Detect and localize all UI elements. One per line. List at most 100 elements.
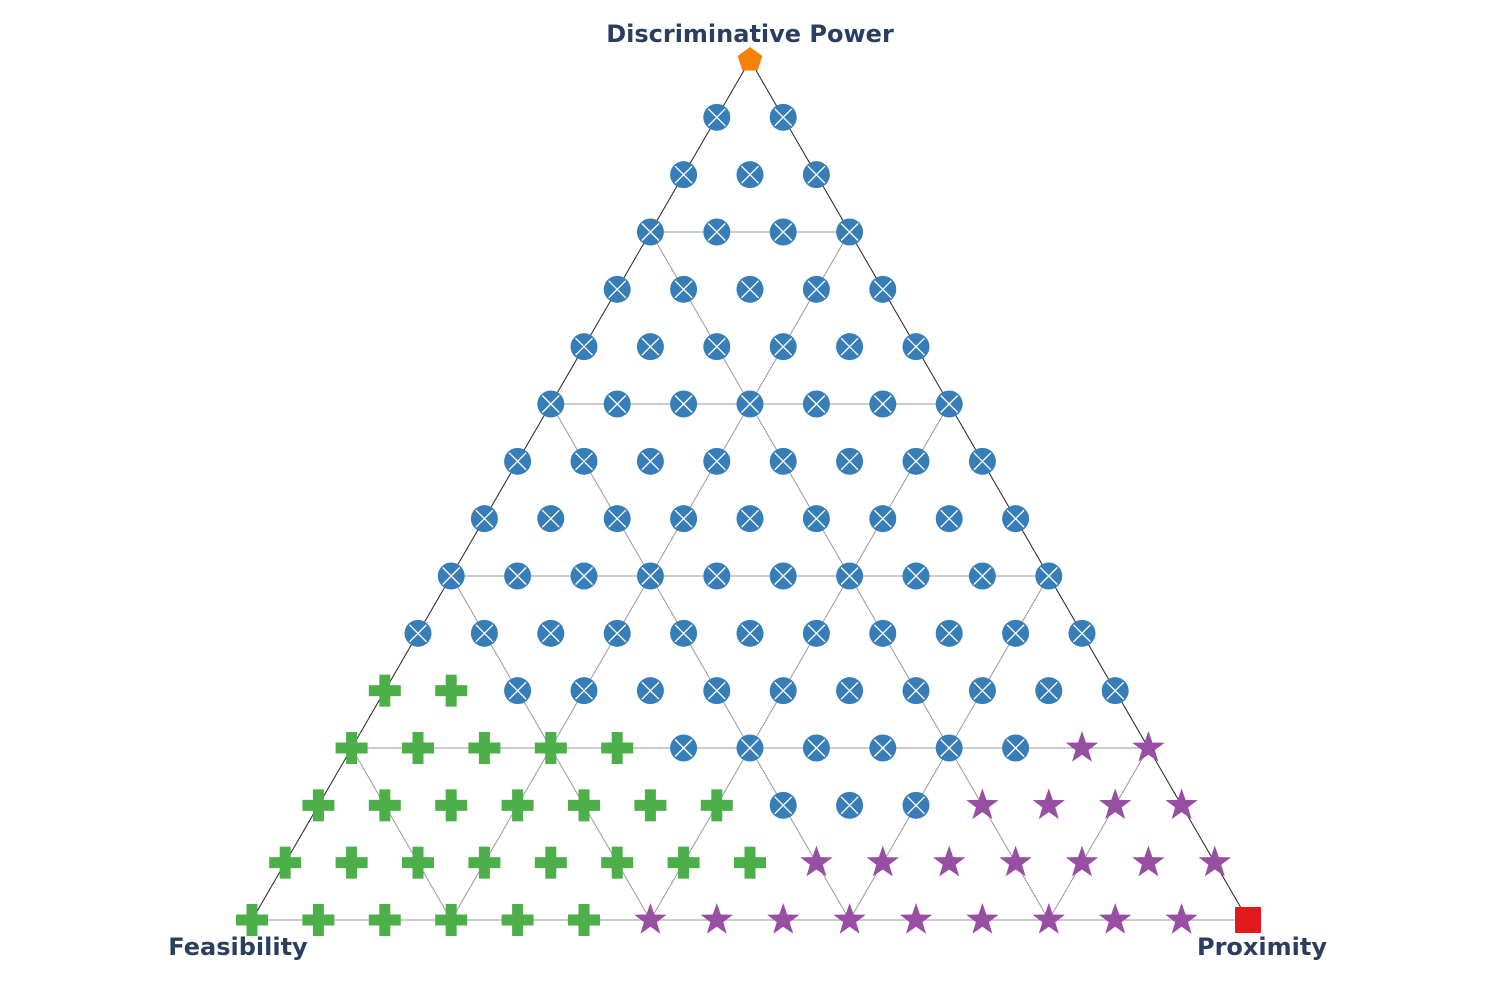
marker-feasibility [634, 789, 667, 822]
marker-balanced [769, 218, 797, 246]
marker-balanced [504, 447, 532, 475]
marker-balanced [869, 619, 897, 647]
marker-feasibility [468, 846, 501, 879]
marker-balanced [802, 275, 830, 303]
marker-balanced [968, 562, 996, 590]
marker-feasibility [402, 846, 434, 879]
marker-balanced [1002, 734, 1030, 762]
marker-proximity_mix [700, 903, 733, 934]
marker-balanced [1035, 677, 1063, 705]
marker-feasibility [568, 904, 600, 936]
marker-balanced [869, 505, 897, 533]
marker-proximity_mix [1132, 845, 1165, 877]
marker-balanced [836, 447, 864, 475]
marker-balanced [537, 619, 565, 647]
marker-discriminative [737, 47, 763, 71]
grid-line-left-parallel [550, 403, 851, 921]
marker-balanced [869, 734, 897, 762]
marker-balanced [703, 447, 731, 475]
marker-feasibility [568, 789, 600, 822]
marker-balanced [636, 447, 664, 475]
grid-line-right-parallel [1048, 747, 1149, 921]
marker-balanced [404, 619, 432, 647]
grid-line-right-parallel [649, 403, 950, 921]
marker-feasibility [335, 732, 368, 764]
marker-feasibility [402, 732, 434, 764]
marker-balanced [935, 505, 963, 533]
marker-balanced [869, 390, 897, 418]
marker-balanced [769, 103, 797, 131]
marker-feasibility [368, 674, 401, 707]
marker-proximity_mix [1065, 845, 1099, 877]
marker-feasibility [435, 904, 468, 936]
marker-balanced [1002, 505, 1030, 533]
marker-proximity_mix [1032, 788, 1065, 820]
marker-feasibility [667, 846, 700, 879]
ternary-outline [251, 59, 1249, 921]
marker-proximity_mix [833, 903, 866, 934]
marker-balanced [603, 505, 631, 533]
marker-proximity_mix [1099, 903, 1132, 934]
marker-balanced [504, 562, 532, 590]
marker-feasibility [435, 789, 468, 822]
marker-balanced [935, 734, 963, 762]
marker-balanced [537, 505, 565, 533]
marker-balanced [802, 505, 830, 533]
marker-balanced [603, 275, 631, 303]
marker-feasibility [269, 846, 302, 879]
marker-balanced [902, 447, 930, 475]
marker-balanced [670, 505, 698, 533]
marker-balanced [470, 505, 498, 533]
marker-balanced [736, 390, 764, 418]
marker-proximity_mix [1132, 731, 1165, 762]
marker-feasibility [335, 846, 368, 879]
data-points [236, 47, 1261, 936]
marker-balanced [636, 218, 664, 246]
marker-proximity_mix [1065, 731, 1099, 762]
marker-balanced [736, 161, 764, 189]
marker-balanced [769, 333, 797, 361]
marker-balanced [836, 677, 864, 705]
marker-balanced [902, 333, 930, 361]
marker-feasibility [601, 846, 634, 879]
marker-balanced [670, 734, 698, 762]
marker-balanced [703, 677, 731, 705]
grid-line-left-parallel [351, 747, 452, 921]
axis-title-right: Proximity [1197, 933, 1327, 961]
marker-balanced [636, 333, 664, 361]
marker-balanced [670, 619, 698, 647]
marker-balanced [736, 619, 764, 647]
marker-balanced [902, 562, 930, 590]
marker-balanced [769, 447, 797, 475]
marker-balanced [935, 390, 963, 418]
marker-balanced [570, 447, 598, 475]
marker-balanced [968, 677, 996, 705]
marker-balanced [636, 562, 664, 590]
marker-balanced [769, 791, 797, 819]
marker-proximity_mix [933, 845, 966, 877]
axis-title-left: Feasibility [168, 933, 308, 961]
marker-feasibility [236, 904, 268, 936]
marker-feasibility [468, 732, 501, 764]
marker-balanced [802, 161, 830, 189]
marker-proximity_mix [1198, 845, 1231, 877]
marker-proximity [1235, 907, 1261, 933]
marker-proximity_mix [767, 903, 800, 934]
edge-right [749, 59, 1249, 921]
marker-balanced [802, 390, 830, 418]
marker-balanced [968, 447, 996, 475]
marker-balanced [636, 677, 664, 705]
marker-balanced [1035, 562, 1063, 590]
marker-feasibility [700, 789, 733, 822]
marker-feasibility [534, 732, 567, 764]
marker-balanced [570, 677, 598, 705]
marker-balanced [769, 677, 797, 705]
marker-balanced [869, 275, 897, 303]
marker-feasibility [501, 904, 534, 936]
marker-proximity_mix [999, 845, 1032, 877]
marker-balanced [670, 275, 698, 303]
edge-left [251, 59, 751, 921]
marker-feasibility [435, 674, 468, 707]
marker-balanced [836, 218, 864, 246]
